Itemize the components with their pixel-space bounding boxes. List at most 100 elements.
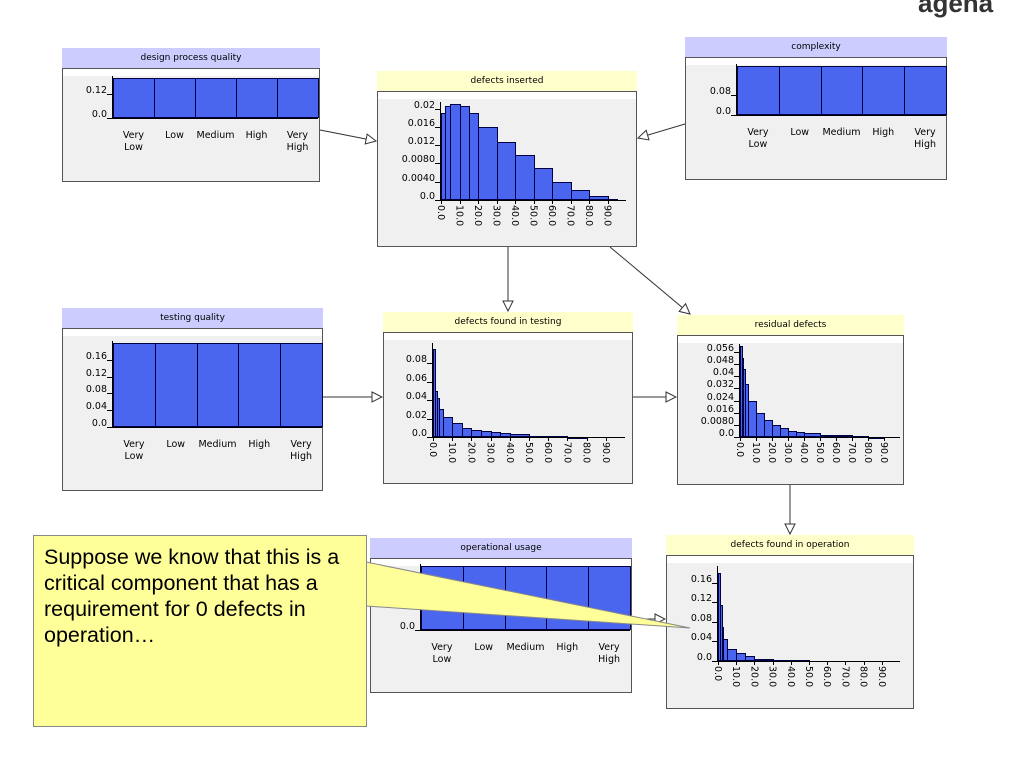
x-tick-label: 10.0 [446, 442, 458, 464]
x-tick [809, 661, 810, 665]
y-tick-label: 0.16 [85, 350, 107, 362]
x-tick [788, 437, 789, 441]
y-tick [734, 424, 740, 426]
x-tick [607, 200, 609, 204]
x-tick-label: 60.0 [830, 442, 841, 464]
x-tick-label: Low [165, 130, 184, 141]
x-tick-label: 30.0 [766, 666, 778, 688]
bar [195, 78, 237, 118]
x-tick [490, 437, 492, 441]
x-tick-label: 40.0 [784, 666, 796, 688]
x-tick-label: 90.0 [599, 442, 611, 464]
x-tick-label: 50.0 [814, 442, 825, 464]
x-tick-label: Very High [914, 127, 936, 150]
y-tick [712, 582, 718, 584]
x-tick [570, 200, 572, 204]
x-tick [605, 437, 607, 441]
y-tick-label: 0.016 [706, 403, 734, 415]
histogram-bar [570, 189, 590, 200]
x-tick [827, 661, 829, 665]
y-tick-label: 0.0040 [401, 172, 435, 184]
bar [236, 78, 278, 118]
x-tick-label: 90.0 [878, 442, 889, 464]
chart-area [667, 556, 913, 563]
x-tick-label: 60.0 [821, 666, 833, 688]
y-tick-label: 0.04 [712, 367, 734, 379]
x-tick [567, 437, 569, 441]
x-tick-label: 70.0 [839, 666, 851, 688]
x-tick-label: Low [790, 127, 810, 138]
y-tick [427, 418, 433, 420]
y-tick [107, 376, 113, 378]
x-tick-label: 20.0 [472, 205, 483, 227]
y-axis [736, 64, 737, 115]
y-tick [435, 163, 441, 165]
edge [319, 129, 376, 141]
bar [113, 343, 156, 427]
x-tick [836, 437, 837, 441]
y-tick-label: 0.04 [405, 391, 427, 403]
y-tick-label: 0.0 [91, 418, 107, 429]
x-axis [440, 200, 626, 201]
edge [609, 246, 690, 314]
y-tick [731, 115, 737, 116]
x-tick [845, 661, 847, 665]
y-tick-label: 0.0 [696, 652, 712, 663]
x-tick-label: 80.0 [862, 442, 873, 464]
y-axis [739, 344, 740, 437]
x-tick-label: High [248, 439, 271, 450]
node-header: residual defects [677, 315, 904, 336]
x-tick-label: Medium [198, 439, 237, 450]
node-header: defects found in testing [383, 312, 633, 333]
x-tick-label: 0.0 [427, 442, 438, 458]
chart-area [686, 58, 946, 65]
x-tick-label: Very Low [123, 439, 145, 462]
x-tick-label: Medium [506, 642, 545, 653]
y-tick [435, 108, 441, 110]
y-tick-label: 0.02 [413, 99, 435, 111]
x-tick-label: 0.0 [712, 666, 723, 682]
bar [778, 66, 822, 115]
x-tick [772, 437, 773, 441]
x-tick-label: 50.0 [523, 442, 534, 464]
x-tick-label: Very High [286, 130, 309, 153]
x-tick-label: Low [166, 439, 186, 450]
x-tick [452, 437, 454, 441]
chart-area [371, 559, 631, 566]
x-tick [496, 200, 498, 204]
y-axis [440, 102, 441, 200]
x-axis [112, 118, 318, 119]
x-tick [863, 661, 865, 665]
x-tick-label: 80.0 [857, 666, 869, 688]
bar [154, 78, 196, 118]
x-tick [804, 437, 805, 441]
x-tick-label: 90.0 [875, 666, 887, 688]
x-tick [868, 437, 869, 441]
x-tick-label: 70.0 [561, 442, 573, 464]
y-tick [435, 200, 441, 201]
x-axis [717, 661, 900, 662]
bar [154, 343, 198, 427]
y-tick [734, 364, 740, 366]
y-tick [712, 602, 718, 604]
y-tick [107, 359, 113, 361]
x-tick-label: 70.0 [564, 205, 576, 227]
y-tick [415, 630, 421, 631]
bar [737, 66, 780, 115]
logo: agena [918, 0, 994, 18]
y-tick-label: 0.0 [91, 109, 107, 120]
x-tick-label: 30.0 [782, 442, 793, 464]
x-axis [420, 630, 630, 631]
chart-area [63, 69, 319, 76]
x-tick-label: Very High [598, 642, 620, 665]
chart-area [678, 336, 903, 343]
y-tick-label: 0.12 [85, 367, 107, 379]
x-tick [820, 437, 821, 441]
edge [638, 123, 686, 138]
x-tick-label: 60.0 [542, 442, 554, 464]
y-tick-label: 0.08 [405, 354, 427, 366]
y-axis [112, 341, 113, 427]
y-tick-label: 0.16 [690, 573, 712, 585]
